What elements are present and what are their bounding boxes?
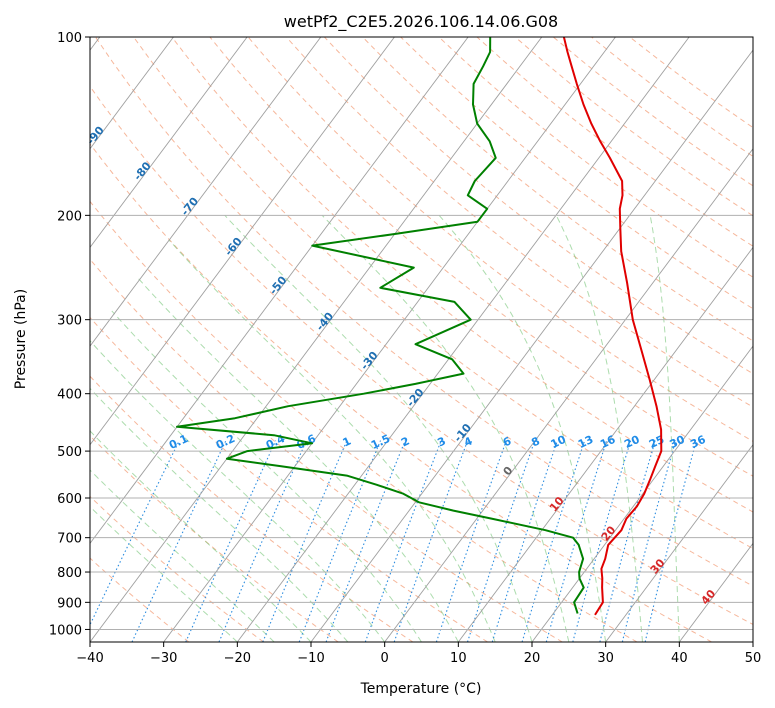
x-tick-label: −10 bbox=[297, 651, 324, 666]
mixing-ratio-line bbox=[599, 440, 656, 642]
y-tick-label: 800 bbox=[57, 566, 82, 581]
dry-adiabat-line bbox=[90, 143, 712, 642]
isotherm-line bbox=[90, 37, 543, 642]
isotherm-line bbox=[90, 37, 248, 249]
mixing-ratio-label: 10 bbox=[549, 433, 569, 451]
mixing-ratio-label: 16 bbox=[598, 433, 618, 451]
x-tick-label: 40 bbox=[671, 651, 688, 666]
isotherm-line bbox=[90, 37, 395, 446]
y-tick-label: 300 bbox=[57, 314, 82, 329]
x-tick-label: −40 bbox=[76, 651, 103, 666]
moist-adiabat-line bbox=[649, 215, 680, 642]
moist-adiabat-line bbox=[90, 430, 312, 642]
moist-adiabat-line bbox=[90, 469, 275, 642]
x-axis-ticks: −40 −30 −20 −10 0 10 20 30 40 50 bbox=[76, 642, 761, 666]
moist-adiabat-line bbox=[90, 339, 386, 642]
mixing-ratio-label: 36 bbox=[688, 433, 708, 451]
isotherm-line bbox=[90, 37, 322, 347]
dry-adiabat-line bbox=[90, 200, 638, 642]
isotherm-line bbox=[531, 345, 753, 642]
mixing-ratio-line bbox=[621, 440, 677, 642]
x-tick-label: −20 bbox=[224, 651, 251, 666]
y-tick-label: 200 bbox=[57, 209, 82, 224]
dry-adiabat-line bbox=[171, 37, 753, 513]
isotherm-line bbox=[605, 443, 753, 642]
dry-adiabat-line bbox=[362, 37, 753, 342]
y-axis-ticks: 100 200 300 400 500 600 700 800 900 1000 bbox=[49, 31, 90, 638]
x-tick-label: 10 bbox=[450, 651, 467, 666]
dewpoint-profile-line bbox=[176, 37, 585, 614]
dry-adiabat-line bbox=[95, 37, 753, 587]
isotherm-line bbox=[236, 37, 690, 642]
y-axis-label: Pressure (hPa) bbox=[13, 289, 29, 389]
x-tick-label: −30 bbox=[150, 651, 177, 666]
mixing-ratio-label: 13 bbox=[576, 433, 595, 451]
x-tick-label: 50 bbox=[745, 651, 762, 666]
y-tick-label: 1000 bbox=[49, 623, 82, 638]
y-tick-label: 700 bbox=[57, 532, 82, 547]
dry-adiabat-line bbox=[90, 557, 190, 642]
mixing-ratio-line bbox=[572, 440, 632, 642]
mixing-ratio-line bbox=[521, 440, 586, 642]
isotherm-line bbox=[457, 246, 753, 642]
dry-adiabat-line bbox=[90, 85, 753, 625]
plot-frame bbox=[89, 36, 754, 643]
isotherm-line bbox=[384, 148, 753, 642]
y-tick-label: 100 bbox=[57, 31, 82, 46]
dry-adiabat-line bbox=[285, 37, 753, 408]
profile-series bbox=[176, 37, 663, 616]
mixing-ratio-line bbox=[491, 440, 558, 642]
chart-title: wetPf2_C2E5.2026.106.14.06.G08 bbox=[284, 12, 558, 32]
x-tick-label: 20 bbox=[524, 651, 541, 666]
dry-adiabat-line bbox=[90, 375, 414, 642]
x-tick-label: 0 bbox=[381, 651, 389, 666]
moist-adiabat-line bbox=[555, 215, 643, 642]
mixing-ratio-line bbox=[90, 440, 180, 627]
mixing-ratio-label: 30 bbox=[668, 433, 688, 451]
mixing-ratio-line bbox=[545, 440, 608, 642]
grid-lines bbox=[90, 37, 753, 642]
isotherm-line bbox=[90, 37, 174, 150]
moist-adiabat-line bbox=[111, 310, 422, 642]
moist-adiabat-line bbox=[90, 387, 349, 642]
mixing-ratio-line bbox=[218, 440, 307, 642]
mixing-ratio-line bbox=[644, 440, 697, 642]
mixing-ratio-line bbox=[262, 440, 348, 642]
isotherm-line bbox=[90, 37, 469, 545]
y-tick-label: 600 bbox=[57, 492, 82, 507]
y-tick-label: 500 bbox=[57, 445, 82, 460]
mixing-ratio-line bbox=[393, 440, 469, 642]
y-tick-label: 400 bbox=[57, 388, 82, 403]
moist-adiabat-line bbox=[224, 214, 533, 642]
isotherm-line bbox=[310, 49, 753, 642]
moist-adiabat-line bbox=[90, 505, 238, 642]
temperature-profile-line bbox=[562, 37, 663, 616]
x-axis-label: Temperature (°C) bbox=[360, 681, 482, 697]
mixing-ratio-line bbox=[364, 440, 442, 642]
mixing-ratio-label: 20 bbox=[622, 433, 642, 451]
x-tick-label: 30 bbox=[597, 651, 614, 666]
moist-adiabat-line bbox=[321, 214, 570, 642]
mixing-ratio-line bbox=[185, 440, 277, 642]
y-tick-label: 900 bbox=[57, 596, 82, 611]
dry-adiabat-line bbox=[209, 37, 753, 477]
moist-adiabat-line bbox=[438, 214, 607, 642]
isotherm-line bbox=[163, 37, 616, 642]
